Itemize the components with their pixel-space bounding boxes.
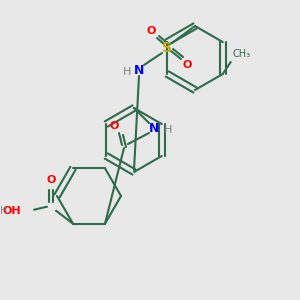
Text: O: O [146,26,156,36]
Text: OH: OH [2,206,21,216]
Text: H: H [123,67,131,77]
Text: O: O [46,175,56,185]
Text: S: S [162,41,172,55]
Text: O: O [182,60,192,70]
Text: H: H [164,125,172,135]
Text: N: N [149,122,159,134]
Text: N: N [134,64,144,76]
Text: CH₃: CH₃ [233,49,251,59]
Text: O: O [109,121,119,131]
Text: H: H [0,206,8,216]
